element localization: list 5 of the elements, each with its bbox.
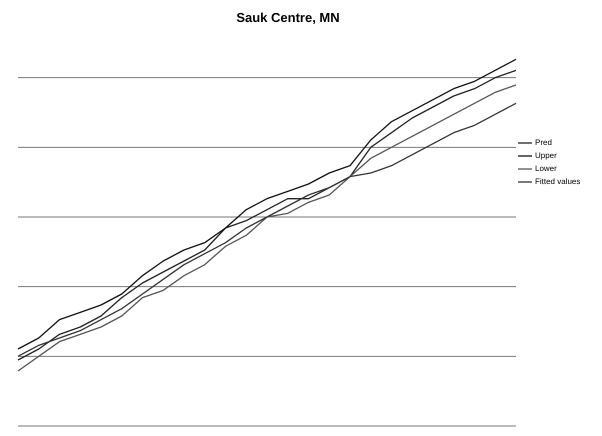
chart-title: Sauk Centre, MN bbox=[235, 10, 341, 25]
legend-label: Pred bbox=[535, 138, 552, 147]
legend-label: Fitted values bbox=[535, 177, 580, 186]
legend-label: Upper bbox=[535, 151, 557, 160]
legend-label: Lower bbox=[535, 164, 557, 173]
